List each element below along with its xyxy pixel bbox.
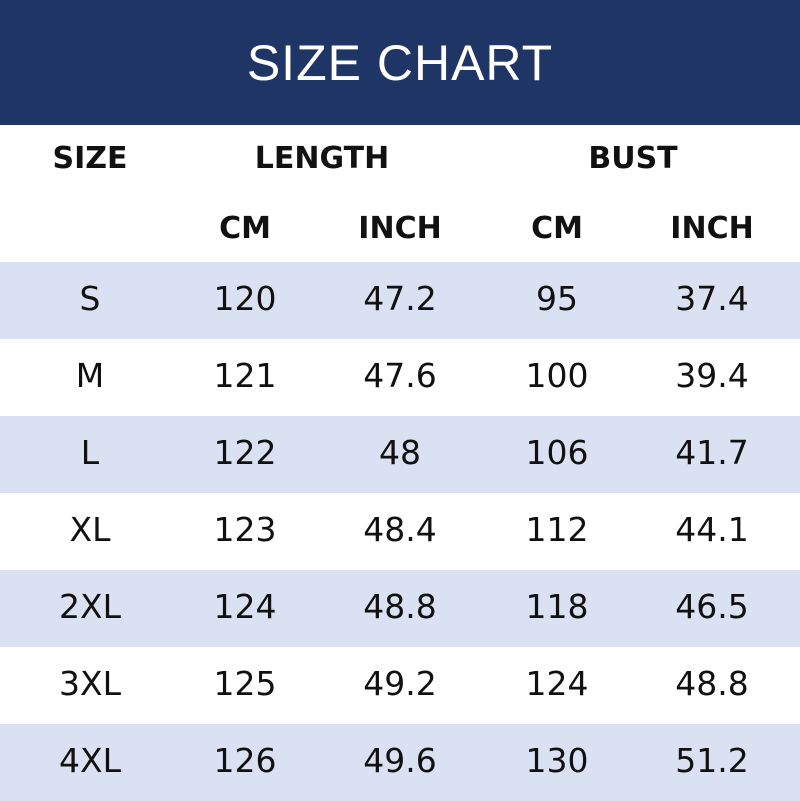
bust-cm-cell: 130 xyxy=(525,741,589,780)
table-row: S 120 47.2 95 37.4 xyxy=(0,262,800,339)
length-cm-header: CM xyxy=(219,211,271,246)
table-row: 3XL 125 49.2 124 48.8 xyxy=(0,647,800,724)
length-inch-cell: 48.8 xyxy=(363,587,437,626)
size-cell: 4XL xyxy=(59,741,121,780)
bust-inch-header: INCH xyxy=(670,211,754,246)
size-cell: L xyxy=(80,433,100,472)
unit-header-row: CM INCH CM INCH xyxy=(0,195,800,262)
bust-cm-cell: 124 xyxy=(525,664,589,703)
length-cm-cell: 120 xyxy=(213,279,277,318)
table-row: M 121 47.6 100 39.4 xyxy=(0,339,800,416)
table-row: L 122 48 106 41.7 xyxy=(0,416,800,493)
length-cm-cell: 125 xyxy=(213,664,277,703)
table-row: XL 123 48.4 112 44.1 xyxy=(0,493,800,570)
size-cell: 2XL xyxy=(59,587,121,626)
bust-inch-cell: 44.1 xyxy=(675,510,749,549)
bust-cm-cell: 118 xyxy=(525,587,589,626)
table-row: 4XL 126 49.6 130 51.2 xyxy=(0,724,800,801)
length-cm-cell: 121 xyxy=(213,356,277,395)
size-cell: 3XL xyxy=(59,664,121,703)
length-cm-cell: 124 xyxy=(213,587,277,626)
size-cell: S xyxy=(79,279,101,318)
length-cm-cell: 123 xyxy=(213,510,277,549)
length-inch-cell: 48.4 xyxy=(363,510,437,549)
bust-inch-cell: 51.2 xyxy=(675,741,749,780)
table-row: 2XL 124 48.8 118 46.5 xyxy=(0,570,800,647)
bust-cm-cell: 112 xyxy=(525,510,589,549)
bust-cm-cell: 95 xyxy=(536,279,578,318)
bust-inch-cell: 37.4 xyxy=(675,279,749,318)
bust-cm-cell: 100 xyxy=(525,356,589,395)
bust-inch-cell: 39.4 xyxy=(675,356,749,395)
length-inch-cell: 47.6 xyxy=(363,356,437,395)
bust-cm-header: CM xyxy=(531,211,583,246)
length-cm-cell: 126 xyxy=(213,741,277,780)
header-row: SIZE LENGTH BUST xyxy=(0,125,800,195)
length-cm-cell: 122 xyxy=(213,433,277,472)
length-inch-cell: 48 xyxy=(379,433,421,472)
length-header: LENGTH xyxy=(254,141,390,176)
page-title: SIZE CHART xyxy=(0,0,800,125)
length-inch-cell: 49.2 xyxy=(363,664,437,703)
bust-header: BUST xyxy=(588,141,678,176)
bust-inch-cell: 48.8 xyxy=(675,664,749,703)
bust-cm-cell: 106 xyxy=(525,433,589,472)
bust-inch-cell: 46.5 xyxy=(675,587,749,626)
bust-inch-cell: 41.7 xyxy=(675,433,749,472)
length-inch-header: INCH xyxy=(358,211,442,246)
length-inch-cell: 49.6 xyxy=(363,741,437,780)
size-cell: M xyxy=(75,356,105,395)
size-cell: XL xyxy=(69,510,111,549)
length-inch-cell: 47.2 xyxy=(363,279,437,318)
size-header: SIZE xyxy=(52,141,128,176)
